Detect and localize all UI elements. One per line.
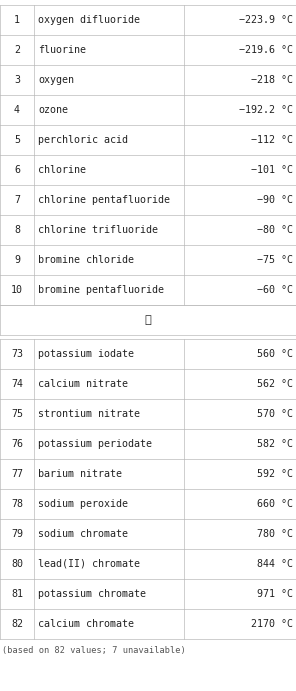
Text: lead(II) chromate: lead(II) chromate xyxy=(38,559,140,569)
Text: 80: 80 xyxy=(11,559,23,569)
Text: oxygen: oxygen xyxy=(38,75,74,85)
Text: potassium chromate: potassium chromate xyxy=(38,589,146,599)
Text: −80 °C: −80 °C xyxy=(257,225,293,235)
Text: −101 °C: −101 °C xyxy=(251,165,293,175)
Text: chlorine: chlorine xyxy=(38,165,86,175)
Text: 2: 2 xyxy=(14,45,20,55)
Text: −219.6 °C: −219.6 °C xyxy=(239,45,293,55)
Text: sodium peroxide: sodium peroxide xyxy=(38,499,128,509)
Text: 73: 73 xyxy=(11,349,23,359)
Text: ⋮: ⋮ xyxy=(144,315,152,325)
Text: fluorine: fluorine xyxy=(38,45,86,55)
Text: chlorine pentafluoride: chlorine pentafluoride xyxy=(38,195,170,205)
Text: oxygen difluoride: oxygen difluoride xyxy=(38,15,140,25)
Text: 79: 79 xyxy=(11,529,23,539)
Text: 570 °C: 570 °C xyxy=(257,409,293,419)
Text: 74: 74 xyxy=(11,379,23,389)
Text: 81: 81 xyxy=(11,589,23,599)
Text: 844 °C: 844 °C xyxy=(257,559,293,569)
Text: 78: 78 xyxy=(11,499,23,509)
Text: −75 °C: −75 °C xyxy=(257,255,293,265)
Text: 3: 3 xyxy=(14,75,20,85)
Text: strontium nitrate: strontium nitrate xyxy=(38,409,140,419)
Text: barium nitrate: barium nitrate xyxy=(38,469,122,479)
Text: 592 °C: 592 °C xyxy=(257,469,293,479)
Text: 660 °C: 660 °C xyxy=(257,499,293,509)
Text: bromine chloride: bromine chloride xyxy=(38,255,134,265)
Text: 780 °C: 780 °C xyxy=(257,529,293,539)
Text: potassium iodate: potassium iodate xyxy=(38,349,134,359)
Text: 10: 10 xyxy=(11,285,23,295)
Text: 4: 4 xyxy=(14,105,20,115)
Text: 7: 7 xyxy=(14,195,20,205)
Text: 560 °C: 560 °C xyxy=(257,349,293,359)
Text: 8: 8 xyxy=(14,225,20,235)
Text: −90 °C: −90 °C xyxy=(257,195,293,205)
Text: chlorine trifluoride: chlorine trifluoride xyxy=(38,225,158,235)
Text: sodium chromate: sodium chromate xyxy=(38,529,128,539)
Text: 2170 °C: 2170 °C xyxy=(251,619,293,629)
Text: −192.2 °C: −192.2 °C xyxy=(239,105,293,115)
Text: 582 °C: 582 °C xyxy=(257,439,293,449)
Text: 971 °C: 971 °C xyxy=(257,589,293,599)
Text: 75: 75 xyxy=(11,409,23,419)
Text: 77: 77 xyxy=(11,469,23,479)
Text: 5: 5 xyxy=(14,135,20,145)
Text: 562 °C: 562 °C xyxy=(257,379,293,389)
Text: calcium chromate: calcium chromate xyxy=(38,619,134,629)
Text: bromine pentafluoride: bromine pentafluoride xyxy=(38,285,164,295)
Text: 76: 76 xyxy=(11,439,23,449)
Text: 82: 82 xyxy=(11,619,23,629)
Text: ozone: ozone xyxy=(38,105,68,115)
Text: perchloric acid: perchloric acid xyxy=(38,135,128,145)
Text: calcium nitrate: calcium nitrate xyxy=(38,379,128,389)
Text: potassium periodate: potassium periodate xyxy=(38,439,152,449)
Text: −60 °C: −60 °C xyxy=(257,285,293,295)
Text: 1: 1 xyxy=(14,15,20,25)
Text: 9: 9 xyxy=(14,255,20,265)
Text: −223.9 °C: −223.9 °C xyxy=(239,15,293,25)
Text: (based on 82 values; 7 unavailable): (based on 82 values; 7 unavailable) xyxy=(2,645,186,654)
Text: −218 °C: −218 °C xyxy=(251,75,293,85)
Text: −112 °C: −112 °C xyxy=(251,135,293,145)
Text: 6: 6 xyxy=(14,165,20,175)
